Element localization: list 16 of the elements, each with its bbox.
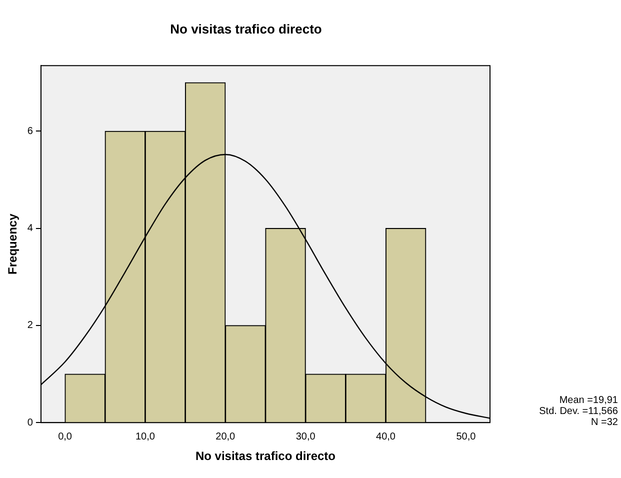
x-tick-label: 30,0 bbox=[296, 431, 316, 442]
y-axis-title: Frequency bbox=[6, 213, 20, 274]
y-tick-label: 2 bbox=[27, 320, 34, 332]
text: Mean =19,91 bbox=[558, 395, 619, 406]
y-tick-label: 6 bbox=[27, 126, 34, 137]
chart-title: No visitas trafico directo bbox=[170, 21, 322, 36]
x-tick-label: 50,0 bbox=[456, 431, 476, 442]
y-tick-label: 4 bbox=[27, 223, 34, 234]
x-tick-label: 20,0 bbox=[216, 431, 236, 442]
x-tick-label: 0,0 bbox=[58, 431, 72, 442]
x-axis-title: No visitas trafico directo bbox=[195, 449, 336, 464]
y-tick-label: 0 bbox=[27, 417, 34, 428]
x-tick-label: 40,0 bbox=[376, 431, 396, 442]
text: Std. Dev. =11,566 bbox=[538, 406, 619, 417]
text: N =32 bbox=[590, 417, 619, 428]
x-tick-label: 10,0 bbox=[135, 431, 156, 442]
